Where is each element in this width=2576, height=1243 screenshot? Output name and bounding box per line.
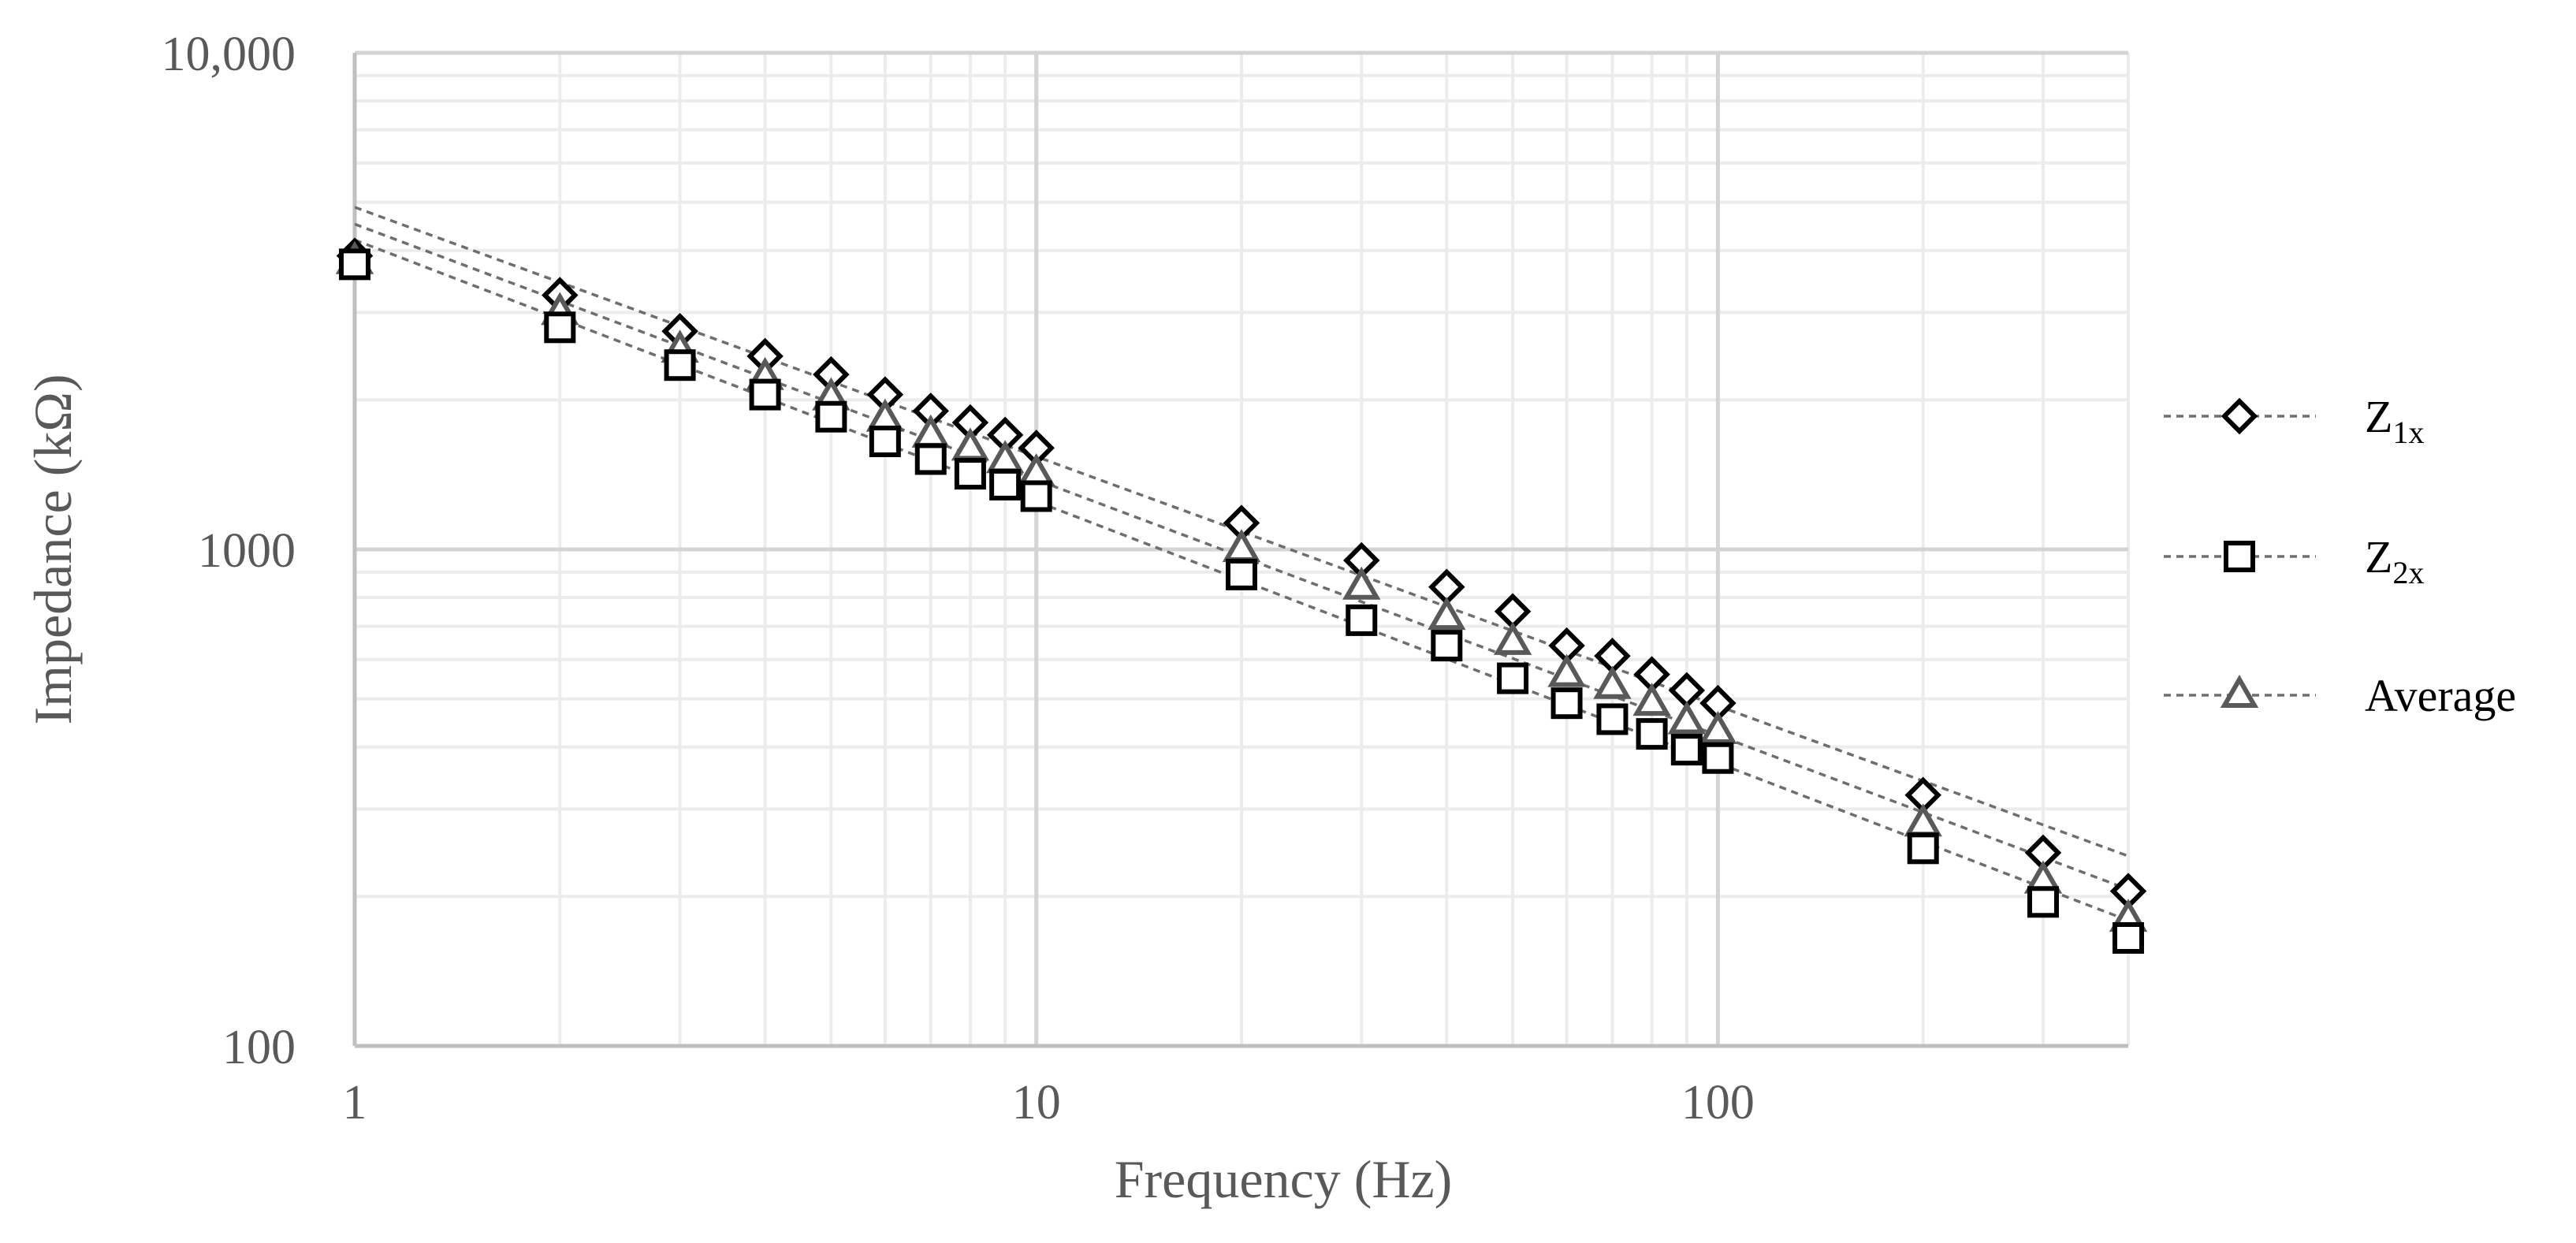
data-point-triangle: [1593, 665, 1632, 699]
data-point-square: [1550, 687, 1583, 720]
legend-label: Z2x: [2365, 531, 2424, 590]
data-point-triangle: [1632, 683, 1671, 716]
data-point-square: [1670, 734, 1703, 766]
data-point-diamond: [1668, 672, 1706, 709]
data-point-triangle: [865, 398, 905, 432]
data-point-triangle: [1699, 710, 1737, 744]
data-point-triangle: [951, 427, 990, 461]
legend-label: Z1x: [2365, 391, 2424, 450]
data-point-triangle: [1017, 453, 1055, 487]
data-point-triangle: [1667, 701, 1707, 735]
legend-marker-diamond: [2220, 397, 2258, 435]
data-point-square: [954, 458, 986, 490]
data-point-square: [544, 311, 576, 344]
x-tick-label: 10: [1012, 1076, 1061, 1129]
data-point-square: [2113, 921, 2144, 954]
data-point-square: [1907, 832, 1939, 865]
y-tick-label: 1000: [198, 524, 296, 578]
data-point-triangle: [985, 440, 1025, 474]
legend-subscript: 2x: [2392, 555, 2424, 590]
data-point-square: [1702, 742, 1734, 774]
data-markers: [335, 237, 2148, 954]
y-tick-label: 10,000: [162, 28, 296, 81]
data-point-triangle: [1493, 621, 1532, 655]
data-point-square: [664, 349, 696, 381]
tick-labels: 1 10 100 100 1000 10,000: [162, 28, 1755, 1129]
data-point-square: [1431, 630, 1463, 662]
legend: Z1x Z2x Average: [2164, 391, 2516, 721]
data-point-triangle: [1222, 528, 1261, 562]
data-point-square: [1226, 558, 1257, 590]
x-tick-label: 1: [343, 1076, 367, 1129]
x-axis-title: Frequency (Hz): [1115, 1149, 1453, 1209]
data-point-square: [749, 378, 781, 411]
data-point-square: [1020, 480, 1052, 512]
legend-subscript: 1x: [2392, 415, 2424, 450]
data-point-square: [1596, 703, 1629, 735]
data-point-square: [339, 248, 370, 281]
y-tick-label: 100: [222, 1021, 296, 1074]
legend-label: Average: [2365, 670, 2516, 721]
data-point-square: [989, 468, 1022, 501]
data-point-square: [1346, 604, 1378, 636]
data-point-triangle: [1904, 803, 1942, 837]
data-point-square: [1636, 718, 1668, 750]
data-point-triangle: [1547, 653, 1586, 687]
y-axis-title: Impedance (kΩ): [23, 374, 83, 724]
data-point-square: [1497, 662, 1529, 694]
data-point-triangle: [1428, 597, 1466, 631]
x-tick-label: 100: [1681, 1076, 1755, 1129]
data-point-square: [815, 400, 847, 433]
legend-marker-square: [2224, 541, 2255, 572]
legend-marker-triangle: [2220, 674, 2259, 708]
data-point-square: [869, 425, 901, 457]
data-point-square: [914, 443, 947, 475]
data-point-triangle: [1342, 566, 1381, 600]
axes: [352, 53, 2128, 1048]
data-point-square: [2027, 886, 2059, 918]
